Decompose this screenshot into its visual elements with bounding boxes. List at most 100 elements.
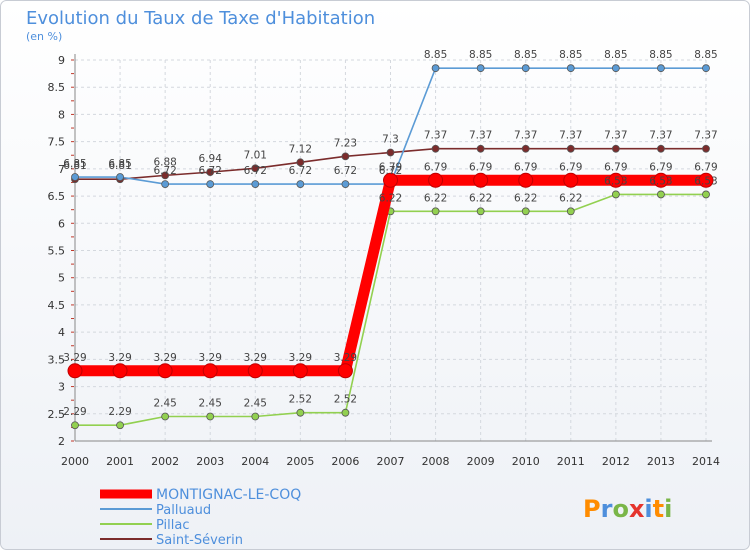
data-point [161, 171, 170, 180]
chart-subtitle: (en %) [26, 30, 62, 43]
y-tick-label: 4 [58, 326, 65, 339]
x-tick-label: 2009 [467, 455, 495, 468]
data-label: 2.29 [63, 406, 86, 418]
x-tick-label: 2014 [692, 455, 720, 468]
legend-label-0: MONTIGNAC-LE-COQ [156, 487, 301, 503]
data-label: 3.29 [334, 352, 357, 364]
data-label: 3.29 [153, 352, 176, 364]
data-label: 6.72 [289, 165, 312, 177]
y-tick-label: 9 [58, 54, 65, 67]
data-point [521, 64, 530, 73]
data-point [341, 408, 350, 417]
data-label: 8.85 [604, 49, 627, 61]
data-point [116, 173, 124, 181]
data-label: 6.22 [559, 192, 582, 204]
data-point [521, 207, 530, 216]
data-point [611, 64, 620, 73]
data-label: 8.85 [469, 49, 492, 61]
x-tick-label: 2006 [331, 455, 359, 468]
data-label: 8.85 [649, 49, 672, 61]
data-label: 6.53 [694, 175, 717, 187]
data-label: 3.29 [199, 352, 222, 364]
data-label: 6.72 [199, 165, 222, 177]
data-point [608, 172, 624, 188]
data-label: 7.01 [244, 149, 267, 161]
data-label: 6.88 [153, 156, 176, 168]
data-label: 6.79 [559, 161, 582, 173]
data-point [296, 408, 305, 417]
y-tick-label: 2.5 [48, 408, 66, 421]
data-label: 7.37 [424, 130, 447, 142]
y-tick-label: 8.5 [48, 81, 66, 94]
data-label: 7.37 [514, 130, 537, 142]
data-point [296, 180, 305, 188]
logo-letter: P [583, 495, 601, 523]
data-point [337, 363, 353, 379]
data-label: 6.72 [379, 165, 402, 177]
data-point [657, 144, 665, 153]
data-label: 8.85 [514, 49, 537, 61]
data-label: 6.72 [244, 165, 267, 177]
x-tick-label: 2008 [422, 455, 450, 468]
data-point [428, 172, 444, 188]
y-tick-label: 3.5 [48, 353, 66, 366]
x-tick-label: 2002 [151, 455, 179, 468]
x-tick-label: 2007 [377, 455, 405, 468]
data-label: 6.22 [514, 192, 537, 204]
data-point [292, 363, 308, 379]
data-label: 6.72 [334, 165, 357, 177]
x-tick-label: 2005 [286, 455, 314, 468]
x-tick-label: 2003 [196, 455, 224, 468]
data-label: 8.85 [694, 49, 717, 61]
data-point [431, 64, 440, 73]
data-label: 2.52 [334, 394, 357, 406]
data-label: 6.94 [199, 153, 223, 165]
data-point [431, 207, 440, 216]
logo-letter: r [601, 495, 613, 523]
data-point [206, 180, 215, 188]
data-point [473, 172, 489, 188]
data-label: 6.79 [424, 161, 447, 173]
data-label: 3.29 [244, 352, 267, 364]
y-tick-label: 5.5 [48, 245, 66, 258]
data-label: 6.79 [694, 161, 717, 173]
data-label: 8.85 [559, 49, 582, 61]
data-point [698, 172, 714, 188]
y-tick-label: 4.5 [48, 299, 66, 312]
y-tick-label: 2 [58, 435, 65, 448]
data-point [611, 144, 620, 153]
data-point [566, 207, 575, 216]
y-tick-label: 7.5 [48, 136, 66, 149]
data-label: 6.22 [469, 192, 492, 204]
logo-letter: x [629, 495, 645, 523]
logo-letter: t [653, 495, 664, 523]
data-point [116, 421, 124, 430]
y-tick-label: 6.5 [48, 190, 66, 203]
data-label: 6.79 [514, 161, 537, 173]
data-point [251, 412, 260, 421]
data-label: 6.53 [649, 175, 672, 187]
logo-letter: i [664, 495, 672, 523]
data-point [251, 164, 260, 173]
data-point [476, 207, 485, 216]
logo-letter: i [644, 495, 652, 523]
data-label: 7.37 [649, 130, 672, 142]
proxiti-logo: Proxiti [583, 495, 672, 523]
data-label: 6.81 [108, 160, 131, 172]
legend-label-1: Palluaud [156, 503, 211, 518]
data-label: 3.29 [63, 352, 86, 364]
data-point [611, 190, 620, 199]
data-point [566, 144, 575, 153]
x-tick-label: 2010 [512, 455, 540, 468]
data-point [341, 180, 350, 188]
data-label: 6.79 [649, 161, 672, 173]
data-point [476, 144, 485, 153]
data-label: 7.23 [334, 137, 357, 149]
data-point [431, 144, 440, 153]
logo-letter: o [612, 495, 629, 523]
x-tick-label: 2000 [61, 455, 89, 468]
data-point [521, 144, 530, 153]
data-label: 8.85 [424, 49, 447, 61]
data-label: 6.79 [379, 161, 402, 173]
